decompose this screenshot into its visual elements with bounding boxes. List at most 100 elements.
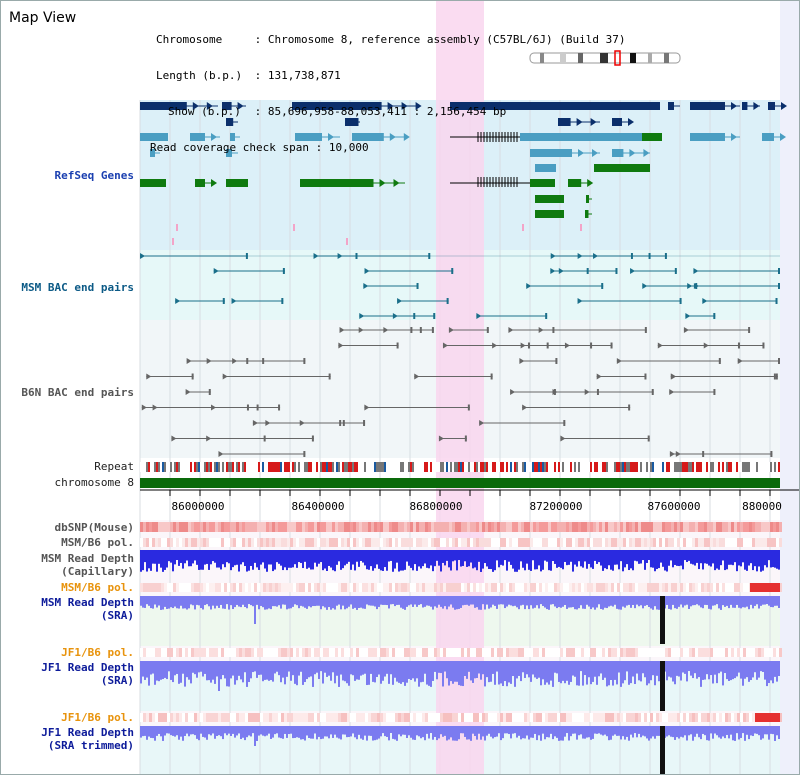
refseq-gene-light-arrow [629, 149, 636, 157]
msm-b6-pol-cell [602, 583, 605, 592]
b6n-bac-pair-end [492, 342, 498, 349]
jf1-trim-depth-bar [474, 726, 476, 737]
jf1-b6-pol-cell [536, 713, 539, 722]
msm-capillary-depth-bar [374, 550, 376, 569]
highlight-region [436, 0, 484, 775]
b6n-bac-pair-end [363, 420, 366, 426]
msm-b6-pol-cell [176, 583, 179, 592]
msm-b6-pol-cell [389, 583, 392, 592]
dbsnp-density-cell [173, 522, 176, 532]
jf1-b6-pol-cell [386, 713, 389, 722]
b6n-bac-pair-end [338, 342, 344, 349]
msm-sra-depth-bar [684, 596, 686, 606]
jf1-trim-depth-bar [196, 726, 198, 739]
msm-sra-depth-bar [440, 596, 442, 607]
msm-sra-depth-bar [434, 596, 436, 607]
msm-b6-pol-cell [554, 583, 557, 592]
track-label-msm-b6-pol-2[interactable]: MSM/B6 pol. [61, 581, 134, 594]
dbsnp-density-cell [383, 522, 386, 532]
jf1-trim-depth-bar [762, 726, 764, 739]
jf1-b6-pol-cell [191, 713, 194, 722]
msm-capillary-depth-bar [452, 550, 454, 562]
track-label-refseq[interactable]: RefSeq Genes [54, 169, 134, 182]
jf1-b6-pol-cell [746, 648, 749, 657]
track-label-b6n-bac[interactable]: B6N BAC end pairs [21, 386, 134, 399]
repeat-feature [486, 462, 488, 472]
repeat-feature [228, 462, 230, 472]
jf1-b6-pol-cell [578, 713, 581, 722]
track-label-msm-read-depth-capillary[interactable]: MSM Read Depth [41, 552, 134, 565]
repeat-feature [352, 462, 354, 472]
msm-capillary-depth-bar [394, 550, 396, 569]
msm-sra-depth-bar [496, 596, 498, 609]
msm-capillary-depth-bar [376, 550, 378, 565]
jf1-trim-depth-bar [576, 726, 578, 740]
msm-b6-pol-cell [431, 583, 434, 592]
jf1-b6-pol-cell [209, 713, 212, 722]
jf1-trim-depth-bar [768, 726, 770, 740]
msm-capillary-depth-bar [198, 550, 200, 570]
jf1-sra-depth-bar [300, 661, 302, 672]
jf1-b6-pol-cell [152, 648, 155, 657]
msm-b6-pol-cell [395, 583, 398, 592]
repeat-feature [612, 462, 614, 472]
track-label-msm-bac[interactable]: MSM BAC end pairs [21, 281, 134, 294]
dbsnp-density-cell [716, 522, 719, 532]
msm-b6-pol-cell [224, 583, 227, 592]
msm-b6-pol-cell [746, 538, 749, 547]
jf1-b6-pol-cell [515, 648, 518, 657]
track-label-dbsnp[interactable]: dbSNP(Mouse) [54, 521, 134, 534]
track-label-msm-read-depth-sra[interactable]: MSM Read Depth [41, 596, 134, 609]
msm-sra-depth-bar [768, 596, 770, 606]
track-label-jf1-read-depth-sra[interactable]: JF1 Read Depth [41, 661, 134, 674]
msm-sra-depth-bar [580, 596, 582, 606]
msm-capillary-depth-bar [442, 550, 444, 563]
msm-capillary-depth-bar [632, 550, 634, 571]
jf1-b6-pol-cell [230, 713, 233, 722]
track-label-jf1-b6-pol-2[interactable]: JF1/B6 pol. [61, 711, 134, 724]
jf1-sra-depth-bar [448, 661, 450, 686]
jf1-trim-depth-bar [158, 726, 160, 734]
msm-capillary-depth-bar [296, 550, 298, 568]
jf1-sra-depth-bar [604, 661, 606, 678]
msm-sra-depth-bar [720, 596, 722, 610]
msm-sra-depth-bar [386, 596, 388, 606]
msm-sra-depth-bar [310, 596, 312, 608]
msm-b6-pol-cell [599, 538, 602, 547]
msm-sra-depth-bar [638, 596, 640, 607]
dbsnp-density-cell [761, 522, 764, 532]
msm-b6-pol-cell [680, 583, 683, 592]
track-label-jf1-b6-pol[interactable]: JF1/B6 pol. [61, 646, 134, 659]
msm-capillary-depth-bar [570, 550, 572, 562]
msm-b6-pol-cell [548, 538, 551, 547]
track-label-repeat[interactable]: Repeat [94, 460, 134, 473]
track-label-jf1-read-depth-trimmed[interactable]: JF1 Read Depth [41, 726, 134, 739]
msm-sra-depth-bar [704, 596, 706, 605]
jf1-trim-depth-bar [586, 726, 588, 738]
msm-capillary-depth-bar [488, 550, 490, 569]
dbsnp-density-cell [671, 522, 674, 532]
repeat-feature [548, 462, 550, 472]
b6n-bac-pair-end [311, 435, 314, 442]
jf1-b6-pol-cell [446, 713, 449, 722]
jf1-trim-depth-bar [580, 726, 582, 735]
track-label-msm-read-depth-sra-sub: (SRA) [100, 609, 134, 622]
refseq-gene-light-exon [140, 133, 168, 141]
jf1-b6-pol-cell [566, 648, 569, 657]
jf1-sra-depth-bar [274, 661, 276, 674]
msm-b6-pol-cell [509, 538, 512, 547]
msm-b6-pol-cell [566, 538, 569, 547]
jf1-b6-pol-cell [572, 648, 575, 657]
msm-sra-depth-bar [456, 596, 458, 610]
msm-b6-pol-cell [320, 583, 323, 592]
jf1-trim-depth-bar [626, 726, 628, 737]
track-label-msm-b6-pol[interactable]: MSM/B6 pol. [61, 536, 134, 549]
jf1-trim-depth-bar [308, 726, 310, 739]
msm-capillary-depth-bar [484, 550, 486, 564]
jf1-trim-depth-bar [618, 726, 620, 736]
b6n-bac-pair-end [185, 389, 191, 395]
repeat-feature [600, 462, 602, 472]
jf1-b6-pol-cell [737, 713, 740, 722]
msm-capillary-depth-bar [320, 550, 322, 563]
jf1-sra-depth-bar [748, 661, 750, 682]
